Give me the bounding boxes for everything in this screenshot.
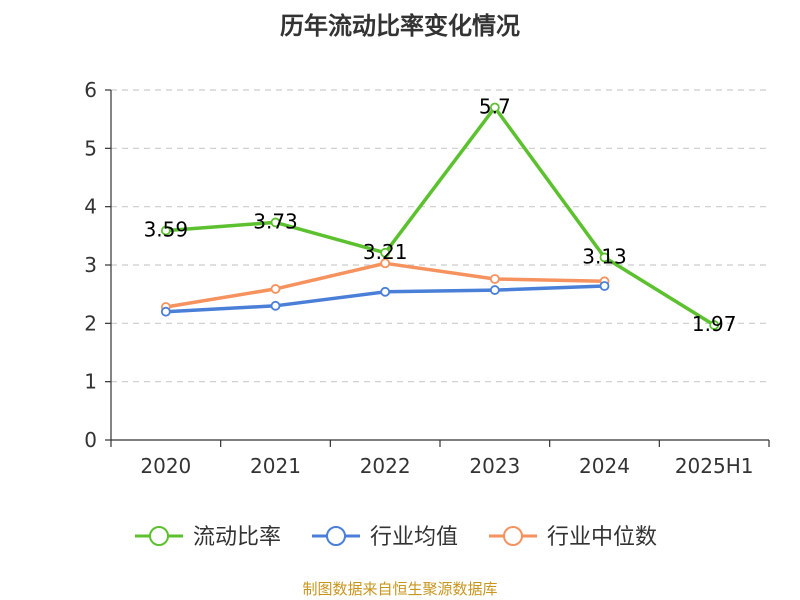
x-tick-label-2025H1: 2025H1	[675, 454, 754, 478]
y-tick-label-0: 0	[84, 428, 97, 452]
data-label-2020: 3.59	[144, 218, 189, 242]
data-labels: 3.59 3.73 3.21 5.7 3.13 1.97	[144, 95, 737, 337]
legend-item-1[interactable]: 行业均值	[312, 525, 458, 550]
series-line-2	[165, 261, 605, 309]
legend-label-0: 流动比率	[193, 525, 281, 550]
series-0-point-2021[interactable]	[270, 217, 281, 228]
series-0-point-2020[interactable]	[160, 225, 171, 236]
series-0-point-2022[interactable]	[380, 247, 391, 258]
legend-label-2: 行业中位数	[547, 525, 657, 550]
x-tick-label-2022: 2022	[360, 454, 411, 478]
series-0-point-2023[interactable]	[489, 102, 500, 113]
y-tick-label-3: 3	[84, 253, 97, 277]
data-label-2021: 3.73	[253, 209, 298, 233]
series-1-point-2023[interactable]	[489, 285, 500, 295]
series-1-point-2021[interactable]	[270, 300, 281, 311]
axes: 0 1 2 3 4 5 6 2020 2021 2022 2023 2024 2025H1	[84, 78, 770, 478]
series-line-0	[165, 105, 716, 327]
legend-label-1: 行业均值	[370, 525, 458, 550]
legend[interactable]: 流动比率 行业均值 行业中位数	[135, 525, 657, 550]
x-tick-label-2020: 2020	[140, 454, 191, 478]
legend-item-2[interactable]: 行业中位数	[489, 525, 657, 550]
series-2-point-2021[interactable]	[270, 284, 281, 294]
grid-lines	[111, 89, 769, 383]
y-tick-label-1: 1	[84, 370, 97, 394]
series-0-point-2025H1[interactable]	[709, 320, 720, 330]
series-0-point-2024[interactable]	[599, 252, 610, 263]
series-1-point-2024[interactable]	[599, 281, 610, 291]
source-note: 制图数据来自恒生聚源数据库	[302, 580, 498, 598]
data-label-2022: 3.21	[363, 240, 408, 264]
legend-item-0[interactable]: 流动比率	[135, 525, 281, 550]
series-lines	[160, 102, 720, 330]
legend-marker-1	[326, 526, 346, 546]
chart-title: 历年流动比率变化情况	[280, 12, 520, 40]
y-tick-label-2: 2	[84, 311, 97, 335]
series-1-point-2022[interactable]	[380, 286, 391, 297]
series-1-point-2020[interactable]	[160, 306, 171, 317]
x-tick-label-2023: 2023	[469, 454, 520, 478]
y-tick-label-4: 4	[84, 195, 97, 219]
series-2-point-2022[interactable]	[380, 258, 391, 269]
y-tick-label-5: 5	[84, 136, 97, 160]
legend-marker-2	[503, 526, 523, 546]
x-tick-label-2024: 2024	[579, 454, 630, 478]
data-label-2023: 5.7	[479, 95, 511, 119]
series-2-point-2023[interactable]	[489, 274, 500, 284]
data-label-2024: 3.13	[582, 244, 627, 268]
data-label-2025H1: 1.97	[692, 312, 737, 336]
legend-marker-0	[149, 526, 169, 546]
y-tick-label-6: 6	[84, 78, 97, 102]
x-tick-label-2021: 2021	[250, 454, 301, 478]
